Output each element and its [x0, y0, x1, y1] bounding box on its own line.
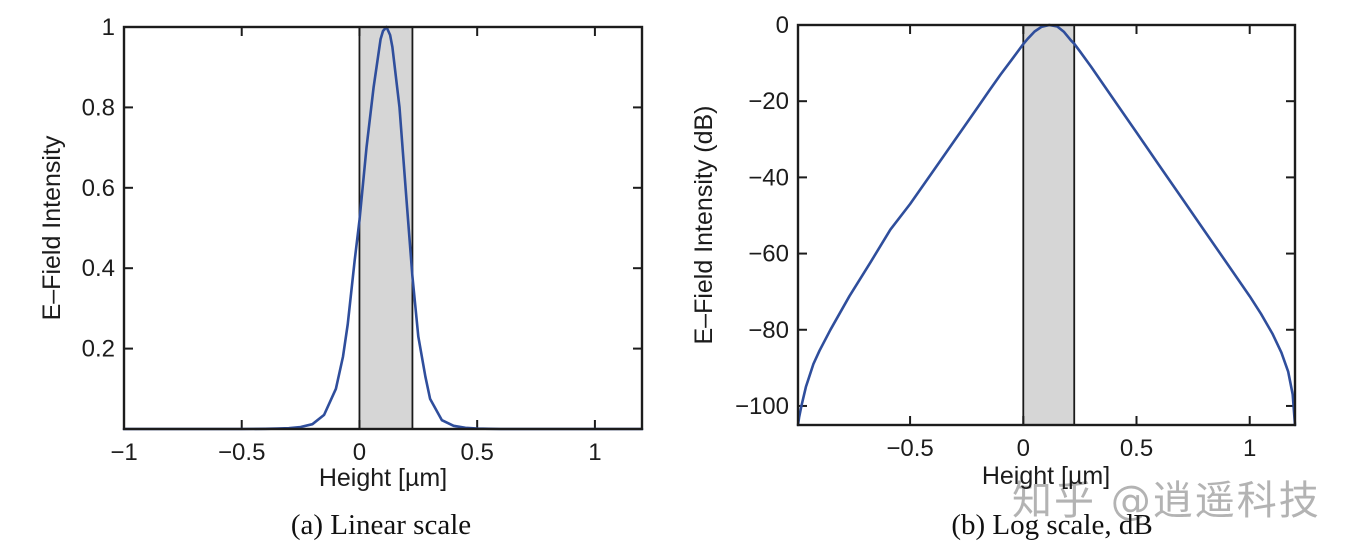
x-tick-label: 1 — [1243, 435, 1256, 462]
y-tick-label: 1 — [102, 14, 115, 41]
plot-linear-generated-layer: −1 −0.5 0 0.5 1 0.2 0.4 0.6 0.8 1 — [82, 14, 644, 466]
y-tick-label: −20 — [748, 88, 789, 115]
x-tick-label: 0 — [1017, 435, 1030, 462]
x-tick-label: −1 — [110, 439, 137, 466]
y-tick-label: −40 — [748, 164, 789, 191]
x-tick-label: −0.5 — [218, 439, 265, 466]
y-tick-label: 0 — [776, 12, 789, 39]
plot-border — [122, 25, 644, 431]
x-tick-label: 0.5 — [460, 439, 493, 466]
y-tick-label: 0.4 — [82, 255, 115, 282]
plot-log-scale: −0.5 0 0.5 1 0 −20 −40 −60 −80 −100 Height [µm] E… — [690, 12, 1297, 541]
x-axis-label-linear: Height [µm] — [319, 464, 447, 492]
y-axis-label-linear: E–Field Intensity — [38, 135, 66, 320]
plot-border — [796, 23, 1297, 427]
shaded-core-region — [1023, 25, 1075, 425]
plot-log-generated-layer: −0.5 0 0.5 1 0 −20 −40 −60 −80 −100 — [735, 12, 1297, 462]
y-axis-label-log: E–Field Intensity (dB) — [690, 106, 718, 345]
x-axis-label-log: Height [µm] — [982, 462, 1110, 490]
shaded-core-region — [359, 27, 413, 429]
plot-linear-scale: −1 −0.5 0 0.5 1 0.2 0.4 0.6 0.8 1 Height [µm] E–F… — [38, 14, 644, 541]
y-tick-label: 0.8 — [82, 94, 115, 121]
y-tick-label: −60 — [748, 241, 789, 268]
y-tick-label: 0.6 — [82, 175, 115, 202]
x-tick-label: 1 — [588, 439, 601, 466]
x-tick-label: −0.5 — [886, 435, 933, 462]
caption-linear: (a) Linear scale — [291, 509, 471, 541]
tick-labels: −0.5 0 0.5 1 0 −20 −40 −60 −80 −100 — [735, 12, 1256, 462]
caption-log: (b) Log scale, dB — [951, 509, 1152, 541]
x-tick-label: 0 — [353, 439, 366, 466]
watermark-text: 知乎 @逍遥科技 — [1012, 478, 1321, 524]
y-tick-label: −100 — [735, 393, 789, 420]
efield-curve — [122, 25, 644, 431]
y-tick-label: 0.2 — [82, 336, 115, 363]
x-tick-label: 0.5 — [1120, 435, 1153, 462]
y-tick-label: −80 — [748, 317, 789, 344]
tick-labels: −1 −0.5 0 0.5 1 0.2 0.4 0.6 0.8 1 — [82, 14, 602, 466]
